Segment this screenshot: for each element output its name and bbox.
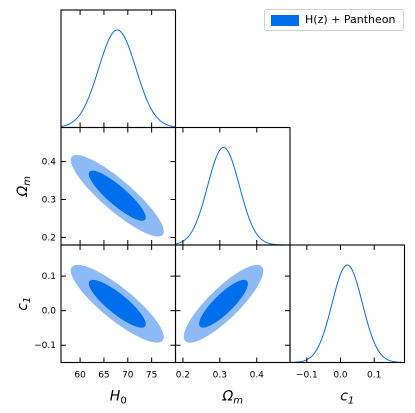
panel-H0-H0	[60, 9, 177, 129]
xtick-label-H0-1: 65	[98, 371, 109, 381]
legend: H(z) + Pantheon	[264, 9, 404, 31]
legend-label-text: H(z) + Pantheon	[305, 13, 396, 26]
tick-labels: 60 65 70 75 0.2 0.3 0.4 −0.1 0.0 0.1 0.2 0.3 0.4 −0.1…	[34, 158, 381, 381]
xlabel-subscript: 1	[348, 396, 354, 407]
panel-frame	[174, 126, 291, 246]
ytick-label-c1-2: 0.1	[42, 272, 56, 282]
xtick-label-H0-2: 70	[122, 371, 134, 381]
marginal-curve-c1	[289, 264, 405, 363]
xtick-label-c1-0: −0.1	[296, 371, 318, 381]
xlabel-subscript: m	[233, 396, 243, 407]
panel-frame	[60, 9, 177, 129]
marginal-curve-H0	[60, 29, 176, 128]
xlabel-subscript: 0	[120, 396, 126, 407]
ylabel-symbol: Ω	[15, 185, 31, 197]
ylabel-symbol: c	[15, 303, 31, 311]
xtick-label-Omega_m-0: 0.2	[176, 371, 190, 381]
contour-inner-H0-Omega_m	[88, 170, 146, 221]
ytick-label-c1-1: 0.0	[42, 307, 57, 317]
xlabel-c1: c1	[340, 389, 354, 407]
legend-label: H(z) + Pantheon	[305, 13, 395, 26]
xtick-label-c1-1: 0.0	[333, 371, 348, 381]
ytick-label-c1-0: −0.1	[34, 341, 56, 351]
panel-Omega_m-c1	[174, 244, 291, 364]
xtick-label-Omega_m-2: 0.4	[250, 371, 265, 381]
xlabel-symbol: H	[110, 389, 121, 405]
xlabel-H0: H0	[110, 389, 127, 407]
xtick-label-H0-0: 60	[74, 371, 86, 381]
panel-frame	[289, 244, 406, 364]
contour-inner-Omega_m-c1	[199, 279, 248, 328]
ytick-label-Omega_m-0: 0.2	[42, 233, 56, 243]
marginal-curve-Omega_m	[175, 146, 290, 246]
panel-H0-Omega_m	[60, 126, 177, 246]
xlabel-Omega_m: Ωm	[222, 389, 244, 407]
panel-Omega_m-Omega_m	[174, 126, 291, 246]
panel-H0-c1	[60, 244, 177, 364]
tick-marks	[61, 10, 375, 363]
ylabel-subscript: 1	[22, 297, 33, 303]
ylabel-subscript: m	[22, 176, 33, 186]
xlabel-symbol: Ω	[222, 389, 234, 405]
ylabel-c1: c1	[15, 297, 33, 311]
xtick-label-H0-3: 75	[146, 371, 157, 381]
plot-cells	[60, 9, 406, 364]
ytick-label-Omega_m-1: 0.3	[42, 196, 56, 206]
ylabel-Omega_m: Ωm	[15, 176, 33, 198]
xtick-label-Omega_m-1: 0.3	[213, 371, 227, 381]
xlabel-symbol: c	[340, 389, 348, 405]
contour-inner-H0-c1	[88, 279, 146, 328]
ytick-label-Omega_m-2: 0.4	[42, 158, 57, 168]
legend-swatch	[271, 15, 299, 26]
panel-c1-c1	[289, 244, 406, 364]
xtick-label-c1-2: 0.1	[367, 371, 381, 381]
